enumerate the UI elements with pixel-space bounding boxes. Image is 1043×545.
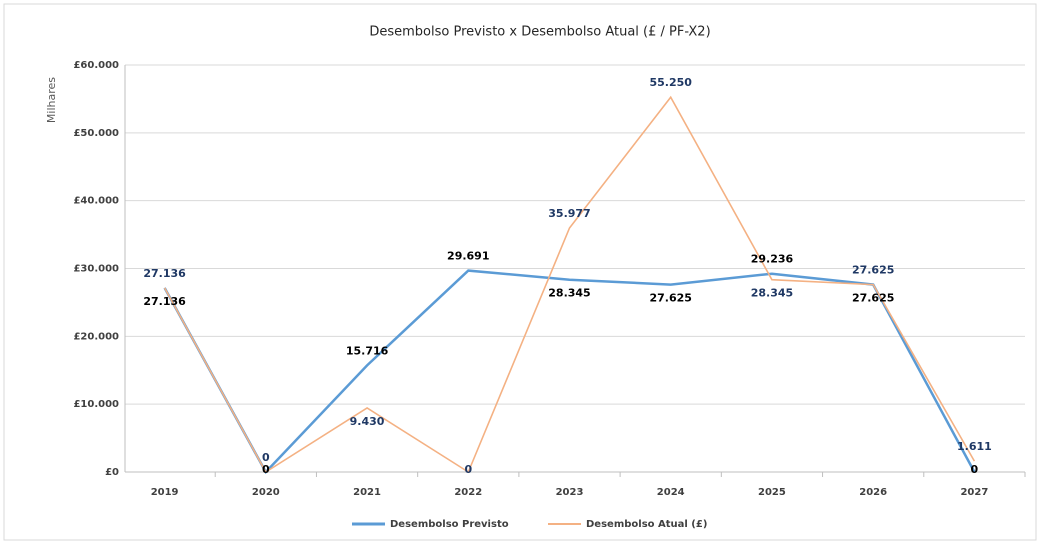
- y-tick-label: £10.000: [73, 399, 119, 410]
- x-tick-label: 2022: [454, 487, 482, 498]
- y-tick-label: £40.000: [73, 196, 119, 207]
- y-tick-label: £0: [105, 467, 119, 478]
- data-label: 27.136: [143, 295, 186, 308]
- data-label: 0: [262, 463, 270, 476]
- data-label: 0: [262, 451, 270, 464]
- y-tick-label: £30.000: [73, 264, 119, 275]
- series-line: [163, 95, 976, 474]
- data-label: 55.250: [649, 76, 692, 89]
- data-label: 27.136: [143, 267, 186, 280]
- legend-label: Desembolso Atual (£): [586, 519, 707, 530]
- y-tick-label: £60.000: [73, 60, 119, 71]
- y-tick-label: £50.000: [73, 128, 119, 139]
- y-axis-label: Milhares: [45, 77, 58, 123]
- data-label: 29.691: [447, 250, 489, 263]
- data-label: 28.345: [751, 287, 793, 300]
- x-tick-label: 2027: [960, 487, 988, 498]
- x-tick-label: 2019: [151, 487, 179, 498]
- data-label: 15.716: [346, 344, 389, 357]
- data-label: 29.236: [751, 253, 794, 266]
- data-label: 35.977: [548, 207, 590, 220]
- data-label: 1.611: [957, 440, 992, 453]
- x-tick-label: 2023: [556, 487, 584, 498]
- data-label: 0: [464, 463, 472, 476]
- series-line: [163, 269, 976, 475]
- legend-label: Desembolso Previsto: [390, 519, 509, 530]
- x-tick-label: 2021: [353, 487, 381, 498]
- x-tick-label: 2026: [859, 487, 887, 498]
- data-label: 27.625: [852, 292, 894, 305]
- x-tick-label: 2025: [758, 487, 786, 498]
- data-label: 27.625: [852, 264, 894, 277]
- data-label: 9.430: [350, 415, 385, 428]
- x-tick-label: 2020: [252, 487, 280, 498]
- data-label: 0: [971, 463, 979, 476]
- chart-title: Desembolso Previsto x Desembolso Atual (…: [369, 25, 710, 40]
- y-tick-label: £20.000: [73, 331, 119, 342]
- data-label: 27.625: [649, 292, 691, 305]
- chart-border: [3, 3, 1037, 541]
- data-label: 28.345: [548, 287, 590, 300]
- x-tick-label: 2024: [657, 487, 685, 498]
